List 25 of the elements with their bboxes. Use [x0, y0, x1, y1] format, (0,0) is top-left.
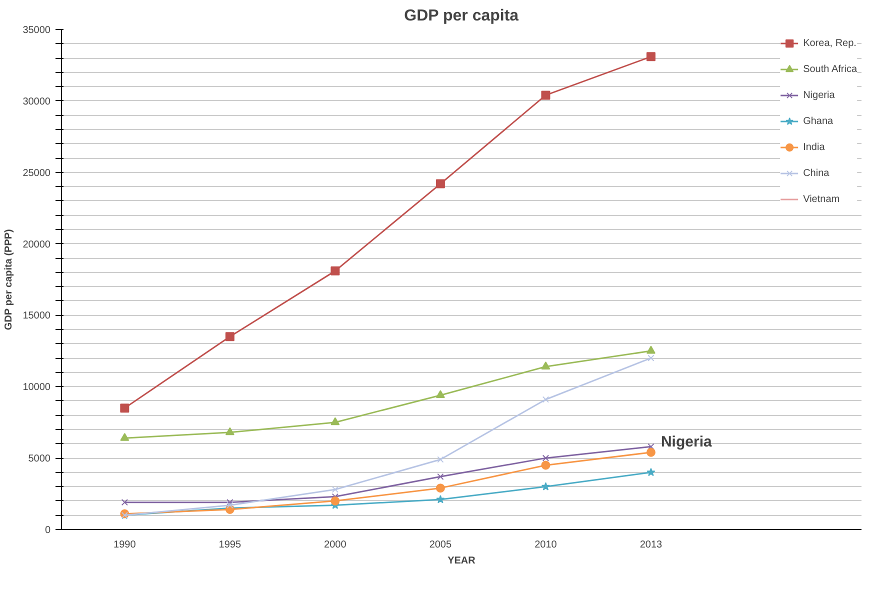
y-axis-title: GDP per capita (PPP) [4, 229, 15, 330]
legend-label: China [803, 168, 830, 178]
chart-title: GDP per capita [404, 8, 519, 24]
x-tick-label: 2000 [324, 540, 347, 550]
y-tick-label: 35000 [22, 25, 51, 36]
y-tick-label: 10000 [22, 382, 51, 394]
y-tick-label: 5000 [28, 454, 51, 465]
x-tick-label: 2005 [429, 540, 452, 550]
x-axis-title: YEAR [448, 556, 476, 566]
legend-label: India [803, 142, 825, 152]
y-tick-label: 25000 [22, 168, 51, 179]
x-tick-label: 2013 [640, 540, 663, 550]
legend-label: South Africa [803, 64, 857, 74]
x-tick-label: 1990 [114, 540, 136, 550]
legend-label: Korea, Rep. [803, 38, 856, 48]
y-tick-label: 20000 [22, 239, 51, 250]
y-tick-label: 0 [44, 525, 51, 536]
y-tick-label: 15000 [22, 310, 51, 322]
legend-label: Ghana [803, 116, 834, 126]
annotation: Nigeria [660, 434, 712, 451]
y-tick-label: 30000 [22, 96, 51, 108]
legend-label: Nigeria [803, 90, 835, 100]
x-tick-label: 1995 [218, 540, 242, 550]
x-tick-label: 2010 [534, 540, 558, 550]
legend-label: Vietnam [803, 194, 840, 204]
